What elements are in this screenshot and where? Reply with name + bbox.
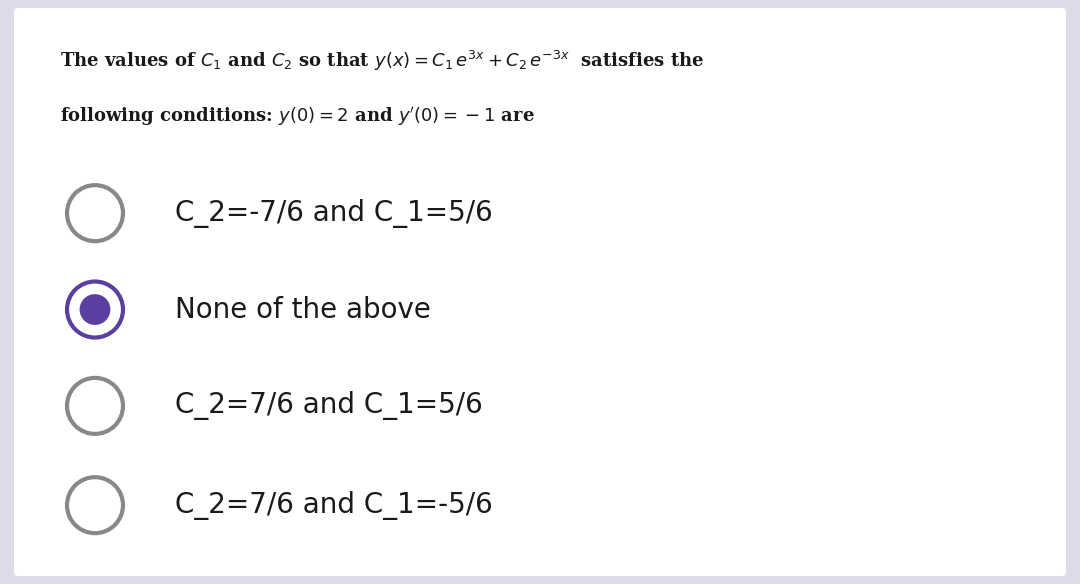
FancyBboxPatch shape — [14, 8, 1066, 576]
Text: C_2=7/6 and C_1=-5/6: C_2=7/6 and C_1=-5/6 — [175, 491, 492, 520]
Text: C_2=7/6 and C_1=5/6: C_2=7/6 and C_1=5/6 — [175, 391, 483, 420]
Ellipse shape — [80, 294, 110, 325]
Ellipse shape — [67, 378, 123, 434]
Text: None of the above: None of the above — [175, 296, 431, 324]
Text: The values of $C_1$ and $C_2$ so that $y(x) = C_1\,e^{3x} + C_2\,e^{-3x}$  satis: The values of $C_1$ and $C_2$ so that $y… — [60, 49, 704, 74]
Ellipse shape — [67, 185, 123, 241]
Ellipse shape — [67, 477, 123, 533]
Ellipse shape — [67, 281, 123, 338]
Text: C_2=-7/6 and C_1=5/6: C_2=-7/6 and C_1=5/6 — [175, 199, 492, 228]
Text: following conditions: $y(0) = 2$ and $y'(0) = -1$ are: following conditions: $y(0) = 2$ and $y'… — [60, 105, 535, 128]
